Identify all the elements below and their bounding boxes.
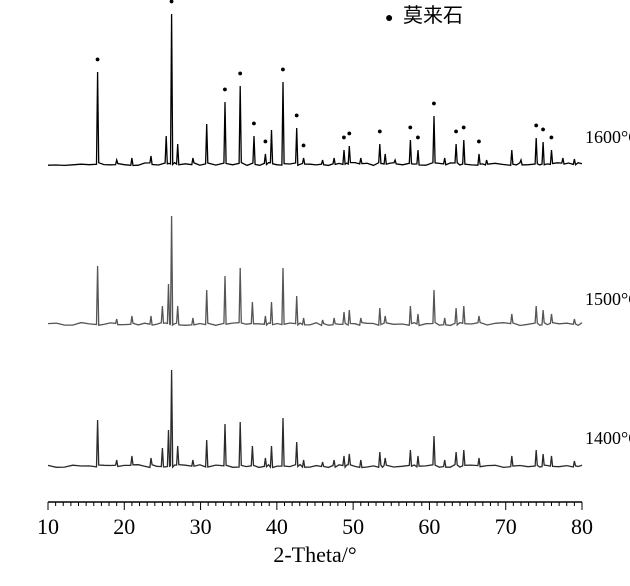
trace-label-1500°C: 1500°C — [585, 289, 630, 309]
x-tick-label: 80 — [571, 514, 593, 539]
peak-marker: ● — [263, 136, 268, 146]
x-tick-label: 50 — [342, 514, 364, 539]
peak-marker: ● — [347, 128, 352, 138]
x-tick-label: 40 — [266, 514, 288, 539]
peak-marker: ● — [534, 120, 539, 130]
legend-marker: ● — [385, 11, 393, 26]
xrd-chart: ●●●●●●●●●●●●●●●●●●●●●1600°C1500°C1400°C1… — [0, 0, 630, 586]
peak-marker: ● — [461, 122, 466, 132]
trace-label-1400°C: 1400°C — [585, 428, 630, 448]
peak-marker: ● — [301, 140, 306, 150]
peak-marker: ● — [251, 118, 256, 128]
x-tick-label: 70 — [495, 514, 517, 539]
peak-marker: ● — [540, 124, 545, 134]
x-tick-label: 20 — [113, 514, 135, 539]
peak-marker: ● — [169, 0, 174, 6]
legend-text: 莫来石 — [403, 4, 463, 27]
peak-marker: ● — [95, 54, 100, 64]
peak-marker: ● — [431, 98, 436, 108]
peak-marker: ● — [408, 122, 413, 132]
x-tick-label: 30 — [190, 514, 212, 539]
x-tick-label: 60 — [418, 514, 440, 539]
peak-marker: ● — [280, 64, 285, 74]
peak-marker: ● — [549, 132, 554, 142]
peak-marker: ● — [453, 126, 458, 136]
peak-marker: ● — [222, 84, 227, 94]
x-tick-label: 10 — [37, 514, 59, 539]
peak-marker: ● — [294, 110, 299, 120]
x-axis-label: 2-Theta/° — [273, 542, 356, 567]
peak-marker: ● — [377, 126, 382, 136]
peak-marker: ● — [415, 132, 420, 142]
peak-marker: ● — [476, 136, 481, 146]
trace-label-1600°C: 1600°C — [585, 127, 630, 147]
peak-marker: ● — [238, 68, 243, 78]
